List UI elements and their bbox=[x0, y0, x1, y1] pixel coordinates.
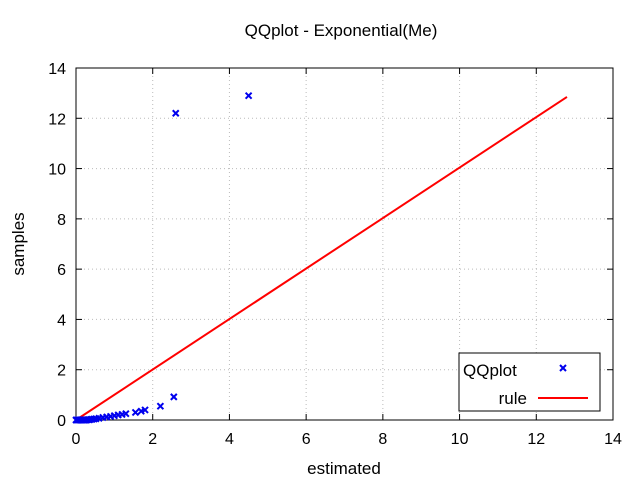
x-tick-label: 4 bbox=[225, 431, 234, 448]
x-tick-label: 6 bbox=[302, 431, 311, 448]
grid-lines bbox=[76, 68, 613, 420]
data-point bbox=[141, 406, 149, 414]
y-tick-label: 10 bbox=[48, 162, 66, 179]
y-tick-label: 14 bbox=[48, 61, 66, 78]
data-point bbox=[170, 393, 178, 401]
x-tick-label: 14 bbox=[604, 431, 622, 448]
chart-title: QQplot - Exponential(Me) bbox=[245, 21, 438, 40]
x-tick-label: 12 bbox=[527, 431, 545, 448]
x-tick-label: 0 bbox=[72, 431, 81, 448]
data-point bbox=[244, 91, 253, 100]
data-point bbox=[131, 408, 140, 417]
x-tick-label: 10 bbox=[451, 431, 469, 448]
series-line-rule bbox=[75, 96, 568, 421]
legend-box bbox=[458, 352, 601, 412]
data-layer bbox=[72, 91, 568, 424]
data-point bbox=[122, 410, 130, 418]
data-point bbox=[172, 109, 180, 117]
y-axis-label: samples bbox=[9, 212, 28, 275]
y-tick-label: 2 bbox=[57, 363, 66, 380]
x-axis-label: estimated bbox=[307, 459, 381, 478]
y-tick-label: 0 bbox=[57, 413, 66, 430]
y-tick-label: 8 bbox=[57, 212, 66, 229]
x-tick-label: 8 bbox=[378, 431, 387, 448]
plot-frame bbox=[75, 67, 614, 421]
x-tick-label: 2 bbox=[148, 431, 157, 448]
legend-label-rule: rule bbox=[499, 389, 527, 408]
y-tick-label: 12 bbox=[48, 111, 66, 128]
axis-ticks: 0 2 4 6 8 10 12 14 0 2 4 6 8 10 12 14 bbox=[48, 61, 622, 448]
legend: QQplot rule bbox=[458, 352, 601, 412]
legend-marker-qqplot bbox=[559, 364, 567, 372]
data-point bbox=[156, 402, 165, 410]
y-tick-label: 4 bbox=[57, 312, 66, 329]
legend-label-qqplot: QQplot bbox=[463, 361, 517, 380]
y-tick-label: 6 bbox=[57, 262, 66, 279]
